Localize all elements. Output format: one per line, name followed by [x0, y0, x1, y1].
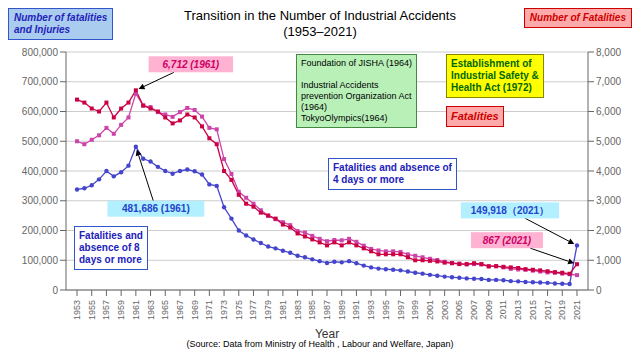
svg-text:1,000: 1,000 [596, 255, 621, 266]
svg-text:1979: 1979 [263, 300, 273, 320]
svg-text:5,000: 5,000 [596, 136, 621, 147]
svg-text:0: 0 [52, 285, 58, 296]
svg-text:1983: 1983 [293, 300, 303, 320]
svg-text:6,712 (1961): 6,712 (1961) [162, 59, 219, 70]
svg-text:600,000: 600,000 [22, 106, 59, 117]
svg-text:1999: 1999 [410, 300, 420, 320]
svg-text:100,000: 100,000 [22, 255, 59, 266]
svg-text:400,000: 400,000 [22, 166, 59, 177]
svg-text:4,000: 4,000 [596, 166, 621, 177]
html-text:(Source: Data from Ministry of: (Source: Data from Ministry of Health , … [186, 339, 454, 349]
svg-text:200,000: 200,000 [22, 225, 59, 236]
svg-text:6,000: 6,000 [596, 106, 621, 117]
svg-text:1965: 1965 [160, 300, 170, 320]
svg-text:1957: 1957 [101, 300, 111, 320]
svg-text:3,000: 3,000 [596, 195, 621, 206]
html-text:Foundation of JISHA (1964) Ind: Foundation of JISHA (1964) Industrial Ac… [301, 58, 413, 123]
svg-text:1993: 1993 [366, 300, 376, 320]
svg-text:149,918（2021）: 149,918（2021） [471, 205, 549, 216]
svg-text:1953: 1953 [72, 300, 82, 320]
svg-text:1975: 1975 [234, 300, 244, 320]
svg-text:2021: 2021 [572, 300, 582, 320]
svg-text:800,000: 800,000 [22, 47, 59, 58]
html-text:Fatalities and absence of 8 da: Fatalities and absence of 8 days or more [79, 230, 143, 265]
svg-text:1985: 1985 [307, 300, 317, 320]
svg-text:Year: Year [315, 327, 339, 338]
svg-text:1971: 1971 [204, 300, 214, 320]
svg-text:500,000: 500,000 [22, 136, 59, 147]
svg-text:1991: 1991 [351, 300, 361, 320]
svg-text:1959: 1959 [116, 300, 126, 320]
svg-text:1995: 1995 [381, 300, 391, 320]
svg-text:2009: 2009 [484, 300, 494, 320]
html-text:Fatalities: Fatalities [451, 110, 499, 122]
html-text:Number of fatalities and Injur: Number of fatalities and Injuries [14, 12, 108, 35]
svg-text:1955: 1955 [87, 300, 97, 320]
svg-text:1981: 1981 [278, 300, 288, 320]
svg-text:2013: 2013 [513, 300, 523, 320]
svg-text:1977: 1977 [248, 300, 258, 320]
svg-text:1969: 1969 [190, 300, 200, 320]
svg-text:1989: 1989 [337, 300, 347, 320]
svg-text:2017: 2017 [543, 300, 553, 320]
svg-text:2001: 2001 [425, 300, 435, 320]
svg-text:481,686 (1961): 481,686 (1961) [122, 203, 190, 214]
svg-text:867 (2021): 867 (2021) [483, 235, 532, 246]
svg-text:1961: 1961 [131, 300, 141, 320]
svg-text:300,000: 300,000 [22, 195, 59, 206]
svg-text:2005: 2005 [454, 300, 464, 320]
svg-text:700,000: 700,000 [22, 76, 59, 87]
svg-text:2011: 2011 [498, 300, 508, 319]
svg-text:2003: 2003 [440, 300, 450, 320]
svg-text:2015: 2015 [528, 300, 538, 320]
svg-text:1997: 1997 [396, 300, 406, 320]
svg-text:1973: 1973 [219, 300, 229, 320]
svg-text:7,000: 7,000 [596, 76, 621, 87]
svg-text:1967: 1967 [175, 300, 185, 320]
svg-text:8,000: 8,000 [596, 47, 621, 58]
svg-text:2,000: 2,000 [596, 225, 621, 236]
svg-text:1963: 1963 [146, 300, 156, 320]
svg-text:2019: 2019 [557, 300, 567, 320]
html-text:Transition in the Number of In: Transition in the Number of Industrial A… [184, 8, 456, 23]
html-text:Number of Fatalities: Number of Fatalities [529, 12, 626, 23]
svg-text:0: 0 [596, 285, 602, 296]
html-text:Establishment of Industrial Sa: Establishment of Industrial Safety & Hea… [451, 58, 539, 93]
svg-text:1987: 1987 [322, 300, 332, 320]
html-text:(1953–2021): (1953–2021) [283, 24, 357, 39]
svg-text:2007: 2007 [469, 300, 479, 320]
html-text:Fatalities and absence of 4 da: Fatalities and absence of 4 days or more [333, 162, 452, 185]
